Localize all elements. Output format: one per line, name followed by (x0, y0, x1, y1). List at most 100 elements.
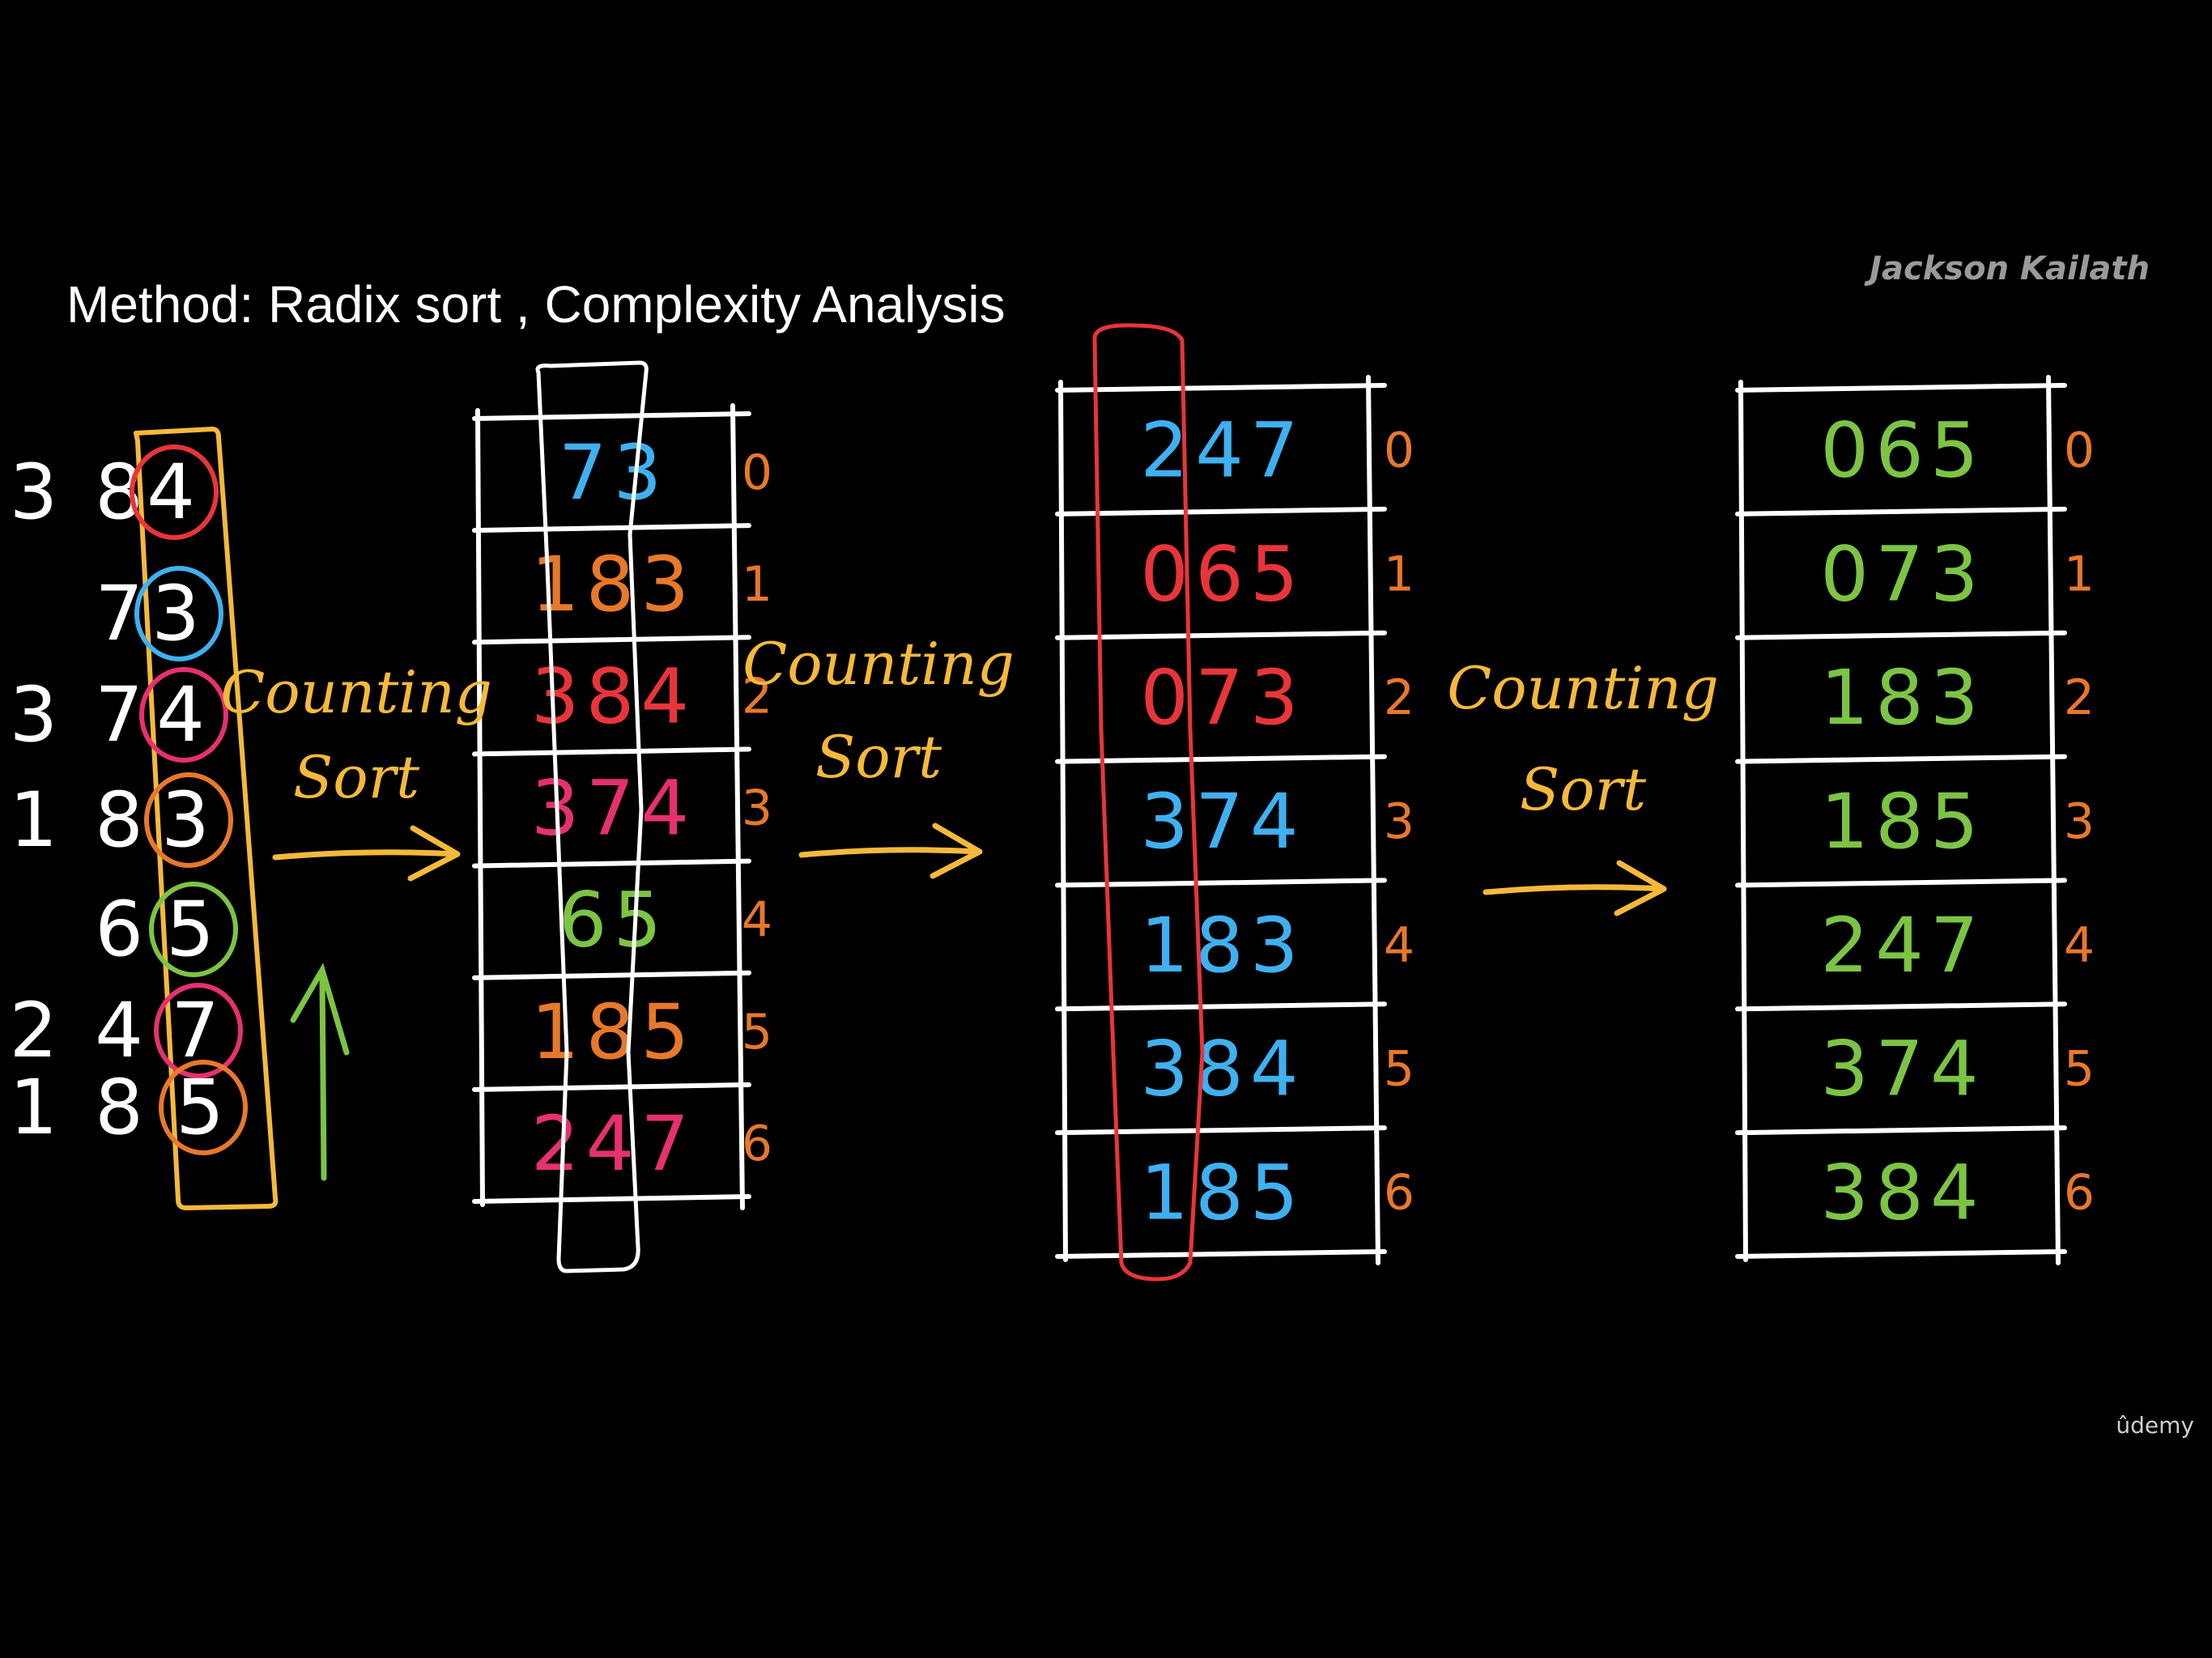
table-cell-value: 384 (1140, 1026, 1304, 1114)
input-last-digit: 3 (161, 776, 216, 865)
digit-circle (134, 566, 223, 661)
row-index-label: 3 (2064, 793, 2095, 850)
table-row-divider (1055, 383, 1387, 393)
input-last-digit: 4 (156, 671, 211, 759)
right-arrow-icon (272, 825, 461, 882)
tens-digit-highlight (535, 360, 649, 1273)
table-cell-value: 185 (531, 988, 696, 1077)
table-cell-value: 374 (1820, 1026, 1984, 1114)
table-right-border (1366, 375, 1380, 1265)
right-arrow-icon (798, 823, 983, 879)
table-cell-value: 073 (1820, 530, 1984, 619)
table-cell-value: 65 (559, 877, 669, 965)
input-number: 1 8 5 (10, 1060, 248, 1155)
table-row-divider (1055, 878, 1387, 888)
step-label-line2: Sort (815, 723, 942, 791)
step-label-line2: Sort (293, 743, 420, 811)
table-row-divider (1055, 630, 1387, 640)
author-watermark: Jackson Kailath (1864, 250, 2150, 287)
counting-sort-step-2: Counting Sort (742, 630, 1015, 879)
input-last-digit: 3 (151, 570, 206, 658)
input-last-digit: 4 (147, 449, 202, 537)
table-right-border (730, 403, 745, 1210)
table-row-divider (1735, 1001, 2067, 1012)
table-cell-value: 247 (1140, 406, 1304, 495)
udemy-logo: ûdemy (2116, 1412, 2194, 1439)
table-row-divider (1735, 754, 2067, 764)
input-leading-digits: 2 4 (10, 987, 151, 1075)
right-arrow-icon (1482, 860, 1667, 916)
table-row-divider (1735, 630, 2067, 640)
row-index-label: 5 (742, 1004, 772, 1061)
counting-sort-step-1: Counting Sort (220, 658, 492, 882)
table-cell-value: 185 (1140, 1150, 1304, 1238)
step-label-line1: Counting (220, 658, 492, 726)
up-arrow-icon (290, 963, 350, 1181)
table-row-divider (1735, 1125, 2067, 1136)
pass-table-3: 065 0 073 1 183 2 185 3 247 4 374 5 384 6 (1735, 375, 2095, 1265)
table-row-divider (472, 523, 751, 534)
input-last-digit: 5 (176, 1064, 231, 1152)
table-row-divider (1055, 1125, 1387, 1136)
step-label-line2: Sort (1520, 755, 1647, 823)
row-index-label: 1 (2064, 546, 2095, 602)
row-index-label: 1 (1384, 546, 1414, 602)
table-row-divider (472, 858, 751, 869)
last-digit-highlight-box (134, 427, 279, 1210)
table-cell-value: 183 (1140, 902, 1304, 990)
input-leading-digits: 3 7 (10, 671, 151, 759)
input-leading-digits: 3 8 (10, 449, 151, 537)
table-cell-value: 247 (531, 1100, 696, 1188)
table-cell-value: 73 (559, 429, 669, 517)
step-label-line1: Counting (1447, 654, 1719, 722)
table-left-border (1738, 380, 1748, 1262)
row-index-label: 6 (2064, 1165, 2095, 1222)
table-row-divider (472, 1194, 751, 1204)
input-last-digit: 7 (171, 987, 226, 1075)
table-row-divider (472, 635, 751, 645)
row-index-label: 4 (742, 892, 772, 949)
table-cell-value: 384 (531, 653, 696, 741)
table-row-divider (1055, 1249, 1387, 1259)
row-index-label: 3 (742, 780, 772, 837)
row-index-label: 1 (742, 556, 772, 613)
digit-circle (144, 772, 233, 868)
input-last-digit: 5 (166, 886, 221, 974)
table-cell-value: 384 (1820, 1150, 1984, 1238)
hundreds-digit-highlight (1092, 323, 1205, 1282)
step-label-line1: Counting (742, 630, 1015, 698)
row-index-label: 3 (1384, 793, 1414, 850)
input-leading-digits: 7 (95, 570, 150, 658)
table-row-divider (1735, 383, 2067, 393)
table-row-divider (1735, 878, 2067, 888)
row-index-label: 2 (2064, 670, 2095, 726)
input-leading-digits: 1 8 (10, 1064, 151, 1152)
counting-sort-arrows: Counting Sort Counting Sort Counting Sort (220, 630, 1719, 916)
row-index-label: 6 (1384, 1165, 1414, 1222)
table-cell-value: 185 (1820, 778, 1984, 866)
pass-table-2: 247 0 065 1 073 2 374 3 183 4 384 5 185 6 (1055, 375, 1414, 1265)
digit-circle (139, 667, 228, 763)
table-row-divider (472, 970, 751, 980)
input-leading-digits: 1 8 (10, 776, 151, 865)
row-index-label: 2 (742, 668, 772, 725)
page-title: Method: Radix sort , Complexity Analysis (66, 275, 1006, 334)
digit-circle (154, 983, 243, 1078)
counting-sort-step-3: Counting Sort (1447, 654, 1719, 916)
digit-circle (130, 444, 219, 540)
table-row-divider (1055, 506, 1387, 517)
table-cell-value: 247 (1820, 902, 1984, 990)
table-right-border (2046, 375, 2061, 1265)
row-index-label: 2 (1384, 670, 1414, 726)
table-cell-value: 065 (1140, 530, 1304, 619)
row-index-label: 4 (2064, 917, 2095, 974)
